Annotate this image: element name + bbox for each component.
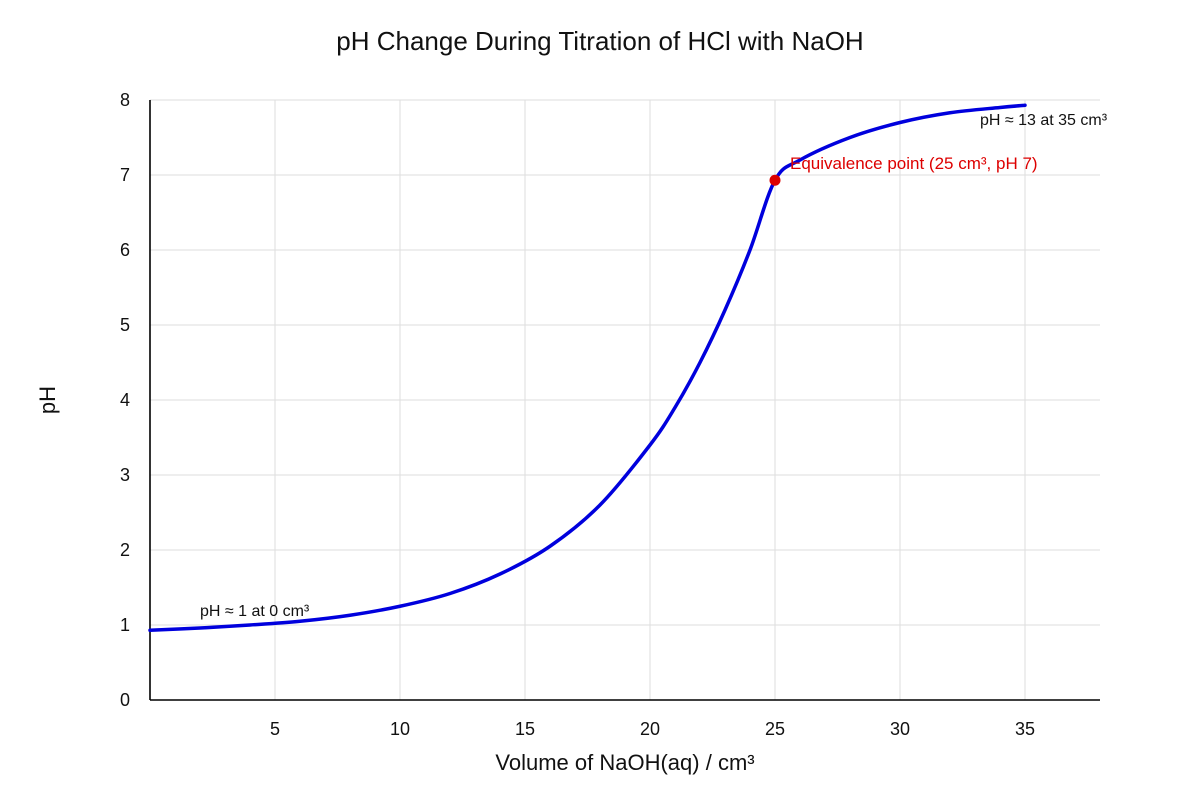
x-tick-label: 35	[1015, 719, 1035, 739]
titration-curve-line	[148, 103, 1027, 632]
annotation-start: pH ≈ 1 at 0 cm³	[200, 603, 310, 620]
markers	[769, 174, 781, 186]
x-tick-label: 30	[890, 719, 910, 739]
x-tick-label: 15	[515, 719, 535, 739]
y-tick-label: 6	[120, 240, 130, 260]
annotation-equivalence: Equivalence point (25 cm³, pH 7)	[790, 154, 1038, 173]
y-tick-label: 4	[120, 390, 130, 410]
x-tick-label: 25	[765, 719, 785, 739]
y-tick-labels: 0 1 2 3 4 5 6 7 8	[120, 90, 130, 710]
y-tick-label: 1	[120, 615, 130, 635]
chart-title: pH Change During Titration of HCl with N…	[336, 26, 863, 56]
equivalence-point-marker	[769, 174, 781, 186]
y-tick-label: 3	[120, 465, 130, 485]
x-tick-labels: 5 10 15 20 25 30 35	[270, 719, 1035, 739]
x-tick-label: 5	[270, 719, 280, 739]
series	[148, 103, 1027, 632]
x-tick-label: 20	[640, 719, 660, 739]
y-tick-label: 8	[120, 90, 130, 110]
y-tick-label: 5	[120, 315, 130, 335]
y-tick-label: 2	[120, 540, 130, 560]
grid	[150, 99, 1100, 701]
x-axis-label: Volume of NaOH(aq) / cm³	[495, 750, 754, 775]
annotations: pH ≈ 1 at 0 cm³ Equivalence point (25 cm³…	[200, 112, 1108, 620]
y-axis-label: pH	[35, 386, 60, 414]
annotation-end: pH ≈ 13 at 35 cm³	[980, 112, 1108, 129]
y-tick-label: 0	[120, 690, 130, 710]
axes	[149, 100, 1100, 701]
y-tick-label: 7	[120, 165, 130, 185]
x-tick-label: 10	[390, 719, 410, 739]
